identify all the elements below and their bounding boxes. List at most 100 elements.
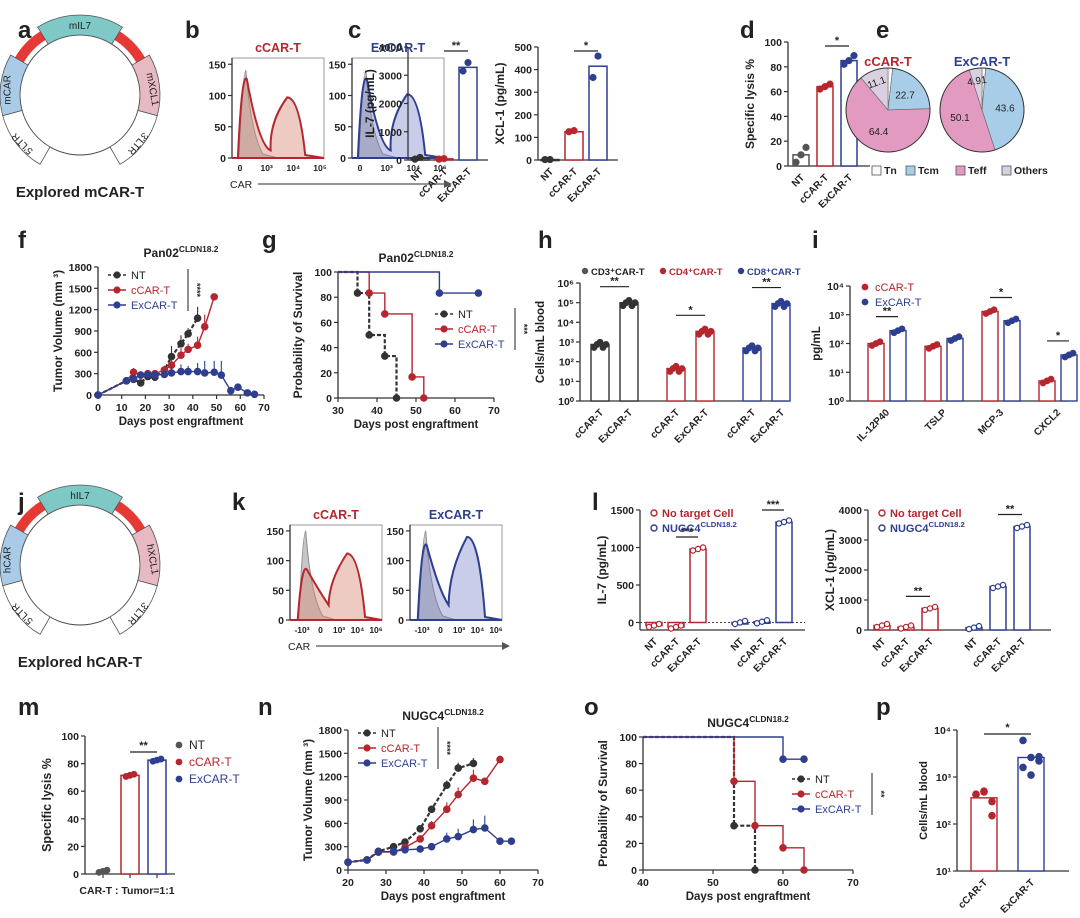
legend-label: Tcm	[918, 165, 939, 177]
legend-marker	[797, 775, 805, 783]
line-y-tick-label: 0	[86, 390, 92, 402]
histogram-y-tick-label: 100	[208, 91, 226, 103]
data-point	[480, 777, 489, 786]
line-y-tick-label: 600	[324, 818, 342, 830]
data-point	[392, 394, 401, 402]
legend-marker	[878, 509, 886, 517]
data-point	[474, 289, 483, 297]
significance-label: ***	[519, 324, 529, 335]
car-histogram	[290, 552, 383, 621]
legend-label: ExCAR-T	[458, 339, 505, 351]
bar	[775, 521, 793, 624]
data-point	[1035, 752, 1043, 761]
line-x-tick-label: 40	[371, 405, 383, 417]
series-line-ccar-t	[347, 759, 501, 863]
data-point	[1023, 521, 1031, 529]
panel-letter-d: d	[740, 17, 755, 44]
histogram-y-tick-label: 50	[214, 122, 226, 134]
legend-label: ExCAR-T	[875, 297, 922, 309]
data-point	[1027, 753, 1035, 762]
data-point	[990, 306, 998, 314]
data-point	[589, 73, 597, 82]
data-point	[1027, 771, 1035, 779]
bar	[924, 345, 942, 402]
bar-y-tick-label: 80	[770, 62, 782, 74]
data-point	[1019, 763, 1027, 772]
bar-y-tick-label: 4000	[379, 42, 403, 54]
data-point	[826, 80, 834, 88]
significance-label: *	[584, 40, 589, 52]
line-y-tick-label: 600	[74, 347, 92, 359]
pie-outline	[845, 67, 931, 153]
series-line-excar-t	[338, 271, 479, 294]
histogram-y-tick-label: 0	[340, 153, 346, 165]
legend-label: CD8⁺CAR-T	[747, 267, 801, 278]
line-y-tick-label: 300	[324, 842, 342, 854]
data-point	[677, 622, 685, 629]
legend-marker	[440, 310, 448, 318]
legend-swatch	[905, 165, 916, 176]
data-point	[227, 386, 235, 395]
bar-y-tick-label: 100	[514, 132, 532, 144]
bar	[120, 774, 140, 875]
category-label: NT	[963, 636, 980, 653]
h-y-tick-label: 10⁵	[557, 298, 574, 310]
i-y-tick-label: 10⁰	[828, 396, 845, 408]
p-y-tick-label: 10³	[936, 772, 952, 784]
l-y-tick-label: 1500	[611, 505, 635, 517]
data-point	[94, 391, 102, 399]
legend-marker	[581, 267, 589, 275]
pie-outline	[939, 67, 1025, 153]
significance-label: **	[139, 740, 148, 752]
data-point	[785, 517, 793, 524]
legend-swatch	[1001, 165, 1012, 176]
data-point	[570, 127, 578, 135]
x-axis-label: Days post engraftment	[354, 419, 479, 431]
histogram-y-tick-label: 0	[220, 153, 226, 165]
data-point	[210, 368, 219, 377]
line-y-tick-label: 60	[320, 317, 332, 329]
line-y-tick-label: 1200	[319, 772, 343, 784]
data-point	[898, 325, 906, 333]
y-axis-label: Specific lysis %	[743, 59, 757, 149]
arrow-head-icon	[502, 642, 510, 650]
data-point	[184, 330, 192, 338]
bar	[970, 797, 998, 872]
data-point	[779, 755, 787, 764]
significance-label: *	[835, 35, 840, 47]
panel-letter-e: e	[876, 17, 889, 44]
linker-right	[112, 500, 145, 533]
m-y-tick-label: 80	[67, 759, 79, 771]
data-point	[988, 811, 996, 820]
panel-letter-b: b	[185, 17, 200, 44]
data-point	[754, 344, 762, 352]
data-point	[469, 759, 478, 768]
x-axis-label-car: CAR	[288, 641, 311, 653]
data-point	[374, 848, 383, 856]
data-point	[416, 153, 424, 162]
x-axis-label: Days post engraftment	[119, 416, 244, 428]
histogram-x-tick-label: 10⁶	[433, 163, 446, 173]
line-x-tick-label: 30	[163, 402, 175, 414]
data-point	[167, 369, 176, 377]
l-y-tick-label: 0	[628, 618, 634, 630]
category-label: TSLP	[923, 407, 949, 433]
data-point	[363, 856, 371, 864]
data-point	[144, 370, 152, 379]
data-point	[602, 341, 610, 348]
data-point	[184, 345, 192, 354]
data-point	[464, 58, 472, 67]
legend-label: Teff	[968, 165, 987, 177]
data-point	[200, 369, 209, 377]
bar	[981, 310, 999, 402]
data-point	[975, 622, 983, 630]
data-point	[1012, 315, 1020, 323]
legend-marker	[363, 759, 371, 767]
legend-label: NT	[131, 270, 146, 282]
line-y-tick-label: 0	[336, 865, 342, 877]
legend-label: NT	[189, 738, 206, 752]
bar-y-tick-label: 1000	[379, 127, 403, 139]
line-y-tick-label: 1800	[69, 262, 93, 274]
line-y-tick-label: 900	[324, 795, 342, 807]
data-point	[546, 155, 554, 164]
